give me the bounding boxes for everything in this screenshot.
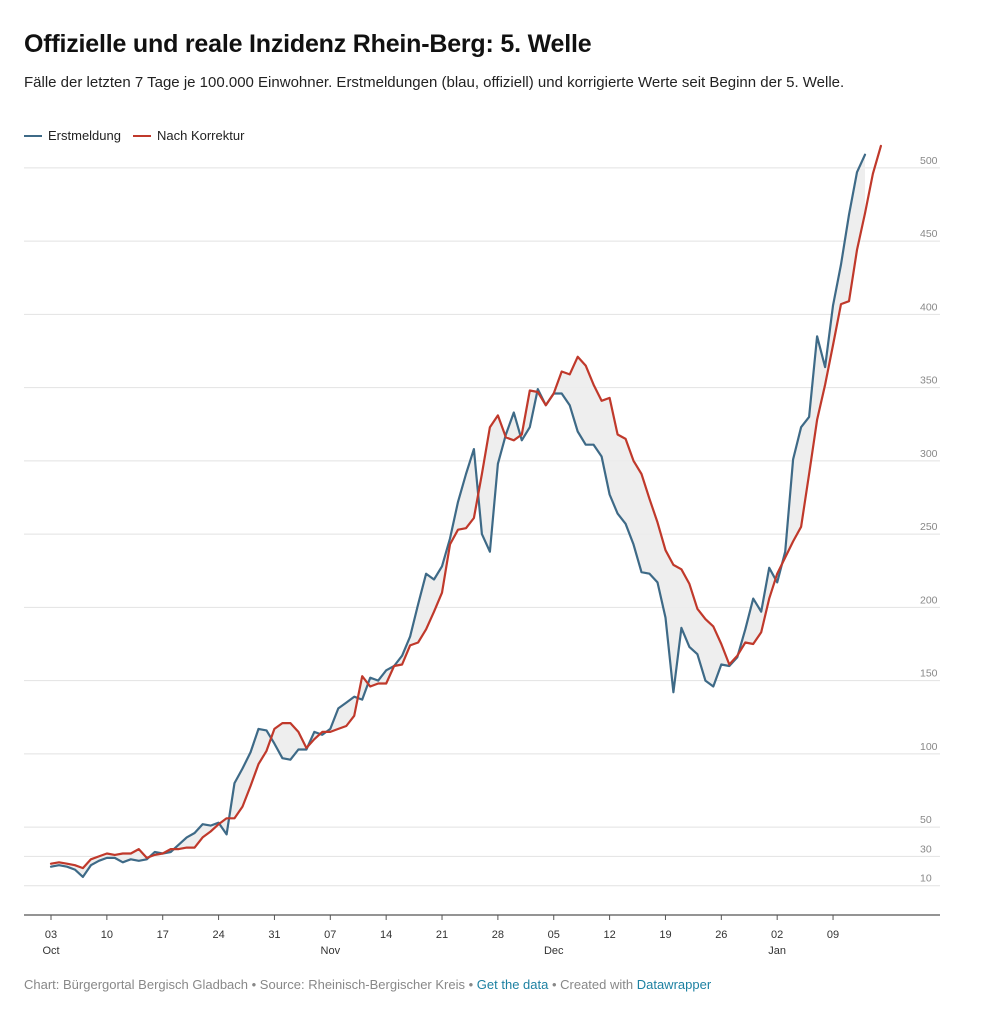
footer: Chart: Bürgergortal Bergisch Gladbach • … [24, 977, 711, 992]
gridlines [24, 167, 940, 887]
difference-area [51, 154, 865, 877]
x-month-label: Dec [544, 945, 564, 957]
y-tick-label: 250 [920, 521, 938, 533]
legend-item-nach-korrektur: Nach Korrektur [132, 128, 245, 143]
x-month-label: Nov [321, 945, 341, 957]
datawrapper-link[interactable]: Datawrapper [636, 977, 712, 992]
legend-swatch-nach-korrektur [132, 134, 151, 137]
legend-swatch-erstmeldung [24, 134, 42, 137]
chart-subtitle: Fälle der letzten 7 Tage je 100.000 Einw… [24, 74, 845, 91]
y-tick-label: 50 [920, 814, 932, 826]
legend-item-erstmeldung: Erstmeldung [24, 128, 121, 143]
x-tick-label: 09 [827, 929, 839, 941]
x-tick-label: 31 [268, 929, 280, 941]
chart-credit: Chart: Bürgergortal Bergisch Gladbach [24, 977, 249, 992]
y-tick-label: 10 [920, 873, 932, 885]
x-tick-label: 26 [715, 929, 727, 941]
y-tick-label: 150 [920, 668, 938, 680]
footer-separator: • Created with [548, 977, 637, 992]
series-line-nach-korrektur [49, 144, 882, 870]
x-month-label: Oct [42, 945, 59, 957]
legend-label-nach-korrektur: Nach Korrektur [156, 128, 245, 143]
x-tick-label: 02 [771, 929, 783, 941]
x-tick-label: 10 [101, 929, 113, 941]
y-tick-label: 500 [920, 155, 938, 167]
x-tick-label: 14 [380, 929, 392, 941]
line-chart: 10 30 50 100 150 200 250 300 350 400 450 500 03 Oct 1… [24, 144, 940, 957]
x-tick-label: 12 [603, 929, 615, 941]
y-tick-label: 450 [920, 228, 938, 240]
series-line-erstmeldung [49, 153, 867, 878]
y-axis-ticks: 10 30 50 100 150 200 250 300 350 400 450 500 [920, 155, 938, 885]
legend-label-erstmeldung: Erstmeldung [48, 128, 121, 143]
get-the-data-link[interactable]: Get the data [476, 977, 549, 992]
x-tick-label: 24 [212, 929, 224, 941]
footer-separator: • [465, 977, 477, 992]
x-axis: 03 Oct 10 17 24 31 07 Nov 14 21 28 05 Dec 12 19 26 02 Jan… [24, 914, 940, 957]
y-tick-label: 30 [920, 843, 932, 855]
x-tick-label: 05 [548, 929, 560, 941]
x-tick-label: 28 [492, 929, 504, 941]
y-tick-label: 350 [920, 375, 938, 387]
y-tick-label: 400 [920, 301, 938, 313]
x-tick-label: 21 [436, 929, 448, 941]
x-tick-label: 03 [45, 929, 57, 941]
y-tick-label: 200 [920, 594, 938, 606]
series-lines [49, 144, 882, 878]
x-tick-label: 07 [324, 929, 336, 941]
footer-separator: • [248, 977, 260, 992]
y-tick-label: 100 [920, 741, 938, 753]
source-credit: Source: Rheinisch-Bergischer Kreis [259, 977, 465, 992]
legend: Erstmeldung Nach Korrektur [24, 128, 244, 143]
x-tick-label: 19 [659, 929, 671, 941]
y-tick-label: 300 [920, 448, 938, 460]
chart-title: Offizielle und reale Inzidenz Rhein-Berg… [24, 30, 592, 58]
x-month-label: Jan [768, 945, 786, 957]
x-tick-label: 17 [157, 929, 169, 941]
